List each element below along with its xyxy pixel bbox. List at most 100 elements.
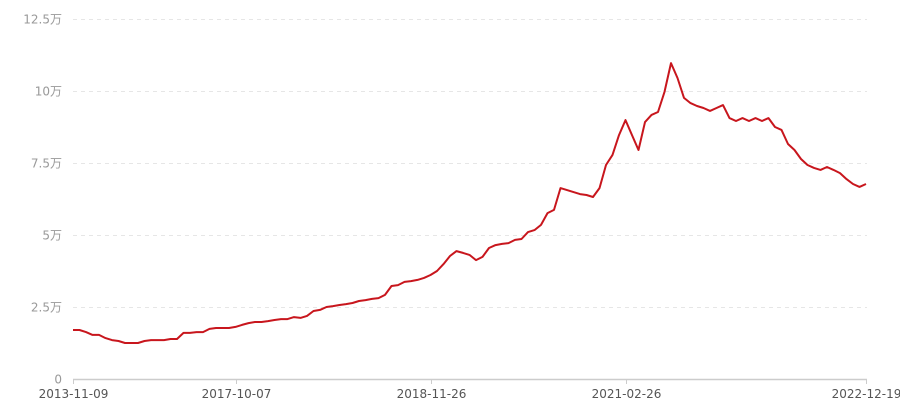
data-point[interactable] <box>798 156 804 162</box>
data-point[interactable] <box>603 162 609 168</box>
data-point[interactable] <box>343 301 349 307</box>
data-point[interactable] <box>532 227 538 233</box>
data-point[interactable] <box>837 170 843 176</box>
data-point[interactable] <box>668 60 674 66</box>
data-point[interactable] <box>597 185 603 191</box>
data-point[interactable] <box>785 141 791 147</box>
data-point[interactable] <box>103 335 109 341</box>
data-point[interactable] <box>772 124 778 130</box>
data-point[interactable] <box>727 115 733 121</box>
data-point[interactable] <box>83 329 89 335</box>
data-point[interactable] <box>857 184 863 190</box>
data-point[interactable] <box>694 103 700 109</box>
data-point[interactable] <box>434 268 440 274</box>
data-point[interactable] <box>90 332 96 338</box>
data-point[interactable] <box>831 167 837 173</box>
data-point[interactable] <box>740 115 746 121</box>
data-point[interactable] <box>70 327 76 333</box>
data-point[interactable] <box>311 308 317 314</box>
data-point[interactable] <box>629 132 635 138</box>
data-point[interactable] <box>779 127 785 133</box>
data-point[interactable] <box>116 338 122 344</box>
data-point[interactable] <box>181 330 187 336</box>
data-point[interactable] <box>226 325 232 331</box>
data-point[interactable] <box>486 245 492 251</box>
data-point[interactable] <box>759 118 765 124</box>
data-point[interactable] <box>714 105 720 111</box>
data-point[interactable] <box>746 118 752 124</box>
data-point[interactable] <box>623 117 629 123</box>
data-point[interactable] <box>213 325 219 331</box>
data-point[interactable] <box>519 236 525 242</box>
data-point[interactable] <box>551 207 557 213</box>
data-point[interactable] <box>272 317 278 323</box>
data-point[interactable] <box>148 337 154 343</box>
data-point[interactable] <box>337 302 343 308</box>
data-point[interactable] <box>733 118 739 124</box>
data-point[interactable] <box>720 102 726 108</box>
data-point[interactable] <box>317 307 323 313</box>
data-point[interactable] <box>792 147 798 153</box>
data-point[interactable] <box>324 304 330 310</box>
data-point[interactable] <box>454 248 460 254</box>
data-point[interactable] <box>109 337 115 343</box>
data-point[interactable] <box>811 165 817 171</box>
data-point[interactable] <box>538 222 544 228</box>
data-point[interactable] <box>850 181 856 187</box>
data-point[interactable] <box>207 326 213 332</box>
data-point[interactable] <box>571 189 577 195</box>
data-point[interactable] <box>707 108 713 114</box>
data-point[interactable] <box>473 257 479 263</box>
data-point[interactable] <box>636 147 642 153</box>
data-point[interactable] <box>246 320 252 326</box>
data-point[interactable] <box>493 242 499 248</box>
data-point[interactable] <box>447 253 453 259</box>
data-point[interactable] <box>753 115 759 121</box>
data-point[interactable] <box>428 272 434 278</box>
data-point[interactable] <box>766 115 772 121</box>
data-point[interactable] <box>135 340 141 346</box>
data-point[interactable] <box>558 185 564 191</box>
data-point[interactable] <box>376 295 382 301</box>
data-point[interactable] <box>239 322 245 328</box>
data-point[interactable] <box>174 336 180 342</box>
data-point[interactable] <box>675 75 681 81</box>
data-point[interactable] <box>395 282 401 288</box>
data-point[interactable] <box>233 324 239 330</box>
data-point[interactable] <box>389 283 395 289</box>
data-point[interactable] <box>382 292 388 298</box>
data-point[interactable] <box>369 296 375 302</box>
data-point[interactable] <box>506 240 512 246</box>
data-point[interactable] <box>863 181 869 187</box>
data-point[interactable] <box>161 337 167 343</box>
data-point[interactable] <box>662 89 668 95</box>
data-point[interactable] <box>200 329 206 335</box>
data-point[interactable] <box>701 105 707 111</box>
data-point[interactable] <box>408 278 414 284</box>
data-point[interactable] <box>350 300 356 306</box>
data-point[interactable] <box>616 132 622 138</box>
data-point[interactable] <box>525 229 531 235</box>
data-point[interactable] <box>77 327 83 333</box>
data-point[interactable] <box>688 100 694 106</box>
data-point[interactable] <box>259 319 265 325</box>
data-point[interactable] <box>460 250 466 256</box>
data-point[interactable] <box>421 275 427 281</box>
data-point[interactable] <box>298 315 304 321</box>
data-point[interactable] <box>168 336 174 342</box>
data-point[interactable] <box>155 337 161 343</box>
data-point[interactable] <box>642 119 648 125</box>
data-point[interactable] <box>655 109 661 115</box>
data-point[interactable] <box>265 318 271 324</box>
data-point[interactable] <box>129 340 135 346</box>
data-point[interactable] <box>415 277 421 283</box>
data-point[interactable] <box>285 316 291 322</box>
data-point[interactable] <box>577 191 583 197</box>
data-point[interactable] <box>363 297 369 303</box>
data-point[interactable] <box>824 164 830 170</box>
data-point[interactable] <box>291 314 297 320</box>
data-point[interactable] <box>220 325 226 331</box>
data-point[interactable] <box>590 194 596 200</box>
data-point[interactable] <box>818 167 824 173</box>
data-point[interactable] <box>304 313 310 319</box>
